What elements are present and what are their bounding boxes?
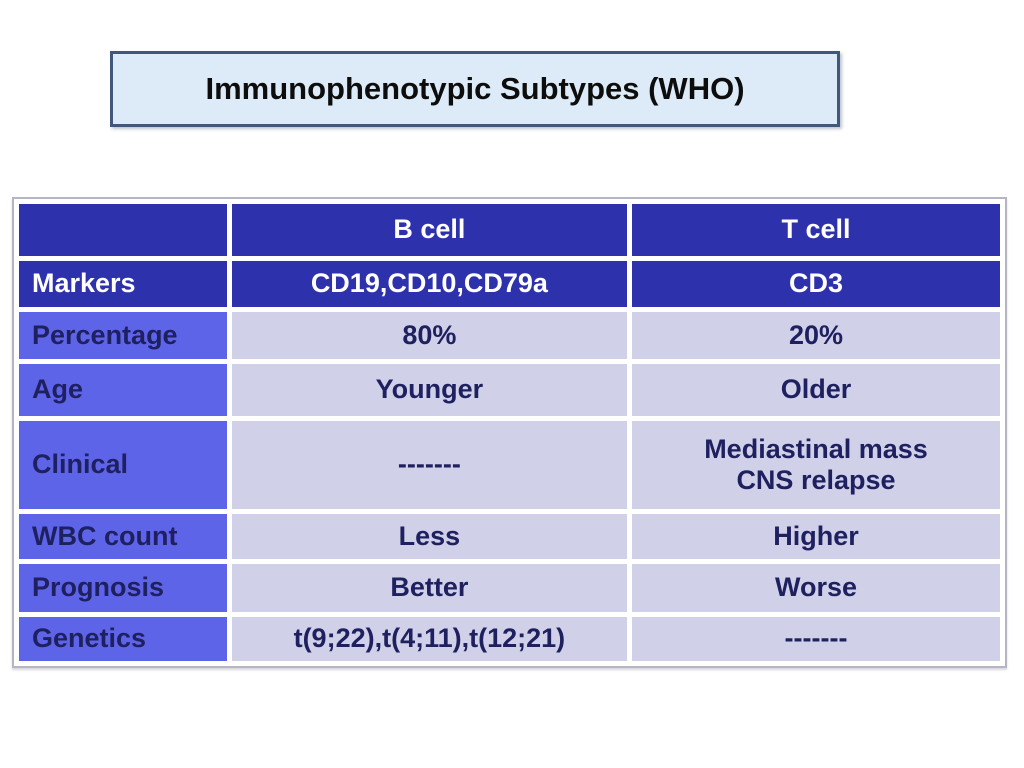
table-row-prognosis: Prognosis Better Worse xyxy=(19,564,1000,612)
slide-title: Immunophenotypic Subtypes (WHO) xyxy=(205,71,745,106)
row-label-genetics: Genetics xyxy=(19,617,227,661)
slide-title-box: Immunophenotypic Subtypes (WHO) xyxy=(110,51,840,127)
cell-percentage-t: 20% xyxy=(631,312,1000,359)
subtypes-table-frame: B cell T cell Markers CD19,CD10,CD79a CD… xyxy=(12,197,1007,668)
table-row-wbc-count: WBC count Less Higher xyxy=(19,514,1000,559)
cell-clinical-b: ------- xyxy=(231,421,627,509)
subtypes-table: B cell T cell Markers CD19,CD10,CD79a CD… xyxy=(14,199,1005,666)
cell-percentage-b: 80% xyxy=(231,312,627,359)
cell-age-b: Younger xyxy=(231,364,627,416)
table-row-percentage: Percentage 80% 20% xyxy=(19,312,1000,359)
cell-clinical-t: Mediastinal mass CNS relapse xyxy=(631,421,1000,509)
row-label-percentage: Percentage xyxy=(19,312,227,359)
column-header-t-cell: T cell xyxy=(631,204,1000,256)
cell-markers-t: CD3 xyxy=(631,261,1000,307)
cell-genetics-b: t(9;22),t(4;11),t(12;21) xyxy=(231,617,627,661)
row-label-age: Age xyxy=(19,364,227,416)
cell-prognosis-b: Better xyxy=(231,564,627,612)
cell-genetics-t: ------- xyxy=(631,617,1000,661)
row-label-markers: Markers xyxy=(19,261,227,307)
table-header-row: B cell T cell xyxy=(19,204,1000,256)
table-row-clinical: Clinical ------- Mediastinal mass CNS re… xyxy=(19,421,1000,509)
row-label-clinical: Clinical xyxy=(19,421,227,509)
row-label-prognosis: Prognosis xyxy=(19,564,227,612)
cell-markers-b: CD19,CD10,CD79a xyxy=(231,261,627,307)
table-row-genetics: Genetics t(9;22),t(4;11),t(12;21) ------… xyxy=(19,617,1000,661)
column-header-b-cell: B cell xyxy=(231,204,627,256)
corner-cell xyxy=(19,204,227,256)
row-label-wbc-count: WBC count xyxy=(19,514,227,559)
cell-wbc-b: Less xyxy=(231,514,627,559)
cell-age-t: Older xyxy=(631,364,1000,416)
cell-prognosis-t: Worse xyxy=(631,564,1000,612)
table-row-age: Age Younger Older xyxy=(19,364,1000,416)
table-row-markers: Markers CD19,CD10,CD79a CD3 xyxy=(19,261,1000,307)
cell-wbc-t: Higher xyxy=(631,514,1000,559)
